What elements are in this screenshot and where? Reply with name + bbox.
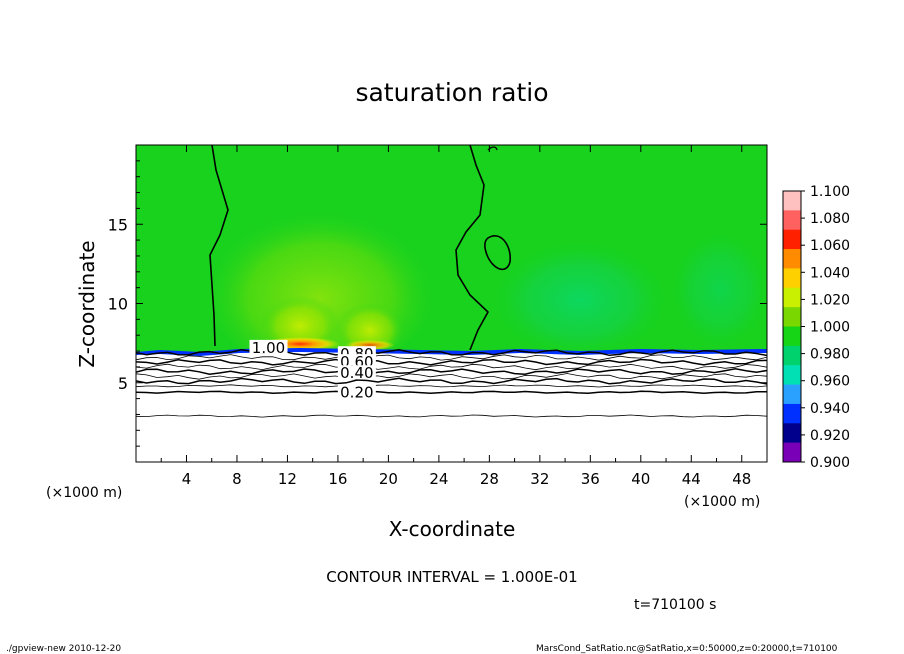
colorbar-swatch <box>783 384 801 405</box>
y-tick-label: 15 <box>108 215 128 234</box>
colorbar-label: 1.000 <box>810 320 850 336</box>
contour-line <box>136 354 767 361</box>
colorbar-swatch <box>783 249 801 269</box>
x-tick-label: 36 <box>581 470 600 488</box>
contour-line <box>136 373 767 380</box>
contour-1-00-left <box>209 145 229 347</box>
colorbar-swatch <box>783 442 801 463</box>
contour-label: 0.20 <box>340 383 373 401</box>
x-tick-label: 32 <box>530 470 549 488</box>
contour-label-bg <box>249 339 288 354</box>
x-tick-label: 48 <box>732 470 751 488</box>
chart-title: saturation ratio <box>355 78 548 107</box>
contour-line <box>136 390 767 395</box>
contour-labels: 1.000.800.600.400.20 <box>249 339 376 401</box>
x-tick-label: 12 <box>278 470 297 488</box>
colorbar-swatch <box>783 326 801 347</box>
contour-label: 0.40 <box>340 364 373 382</box>
contour-1-00-right <box>455 145 490 351</box>
colorbar-label: 1.020 <box>810 292 850 308</box>
y-axis-label: Z-coordinate <box>75 240 99 367</box>
x-tick-label: 24 <box>429 470 448 488</box>
colorbar-swatch <box>783 423 801 443</box>
colorbar-label: 0.940 <box>810 401 850 417</box>
x-tick-label: 4 <box>182 470 192 488</box>
colorbar-label: 1.040 <box>810 265 850 281</box>
contour-label-bg <box>337 384 376 399</box>
y-tick-label: 5 <box>118 374 128 393</box>
colorbar-label: 0.960 <box>810 374 850 390</box>
x-unit-left: (×1000 m) <box>46 485 122 501</box>
x-tick-label: 44 <box>682 470 701 488</box>
contour-label-bg <box>337 354 376 369</box>
contour-line <box>136 414 767 418</box>
y-tick-label: 10 <box>108 295 128 314</box>
contour-label-bg <box>337 365 376 380</box>
x-axis-ticks: 4 8 12 16 20 24 28 32 36 40 44 48 <box>160 145 751 488</box>
contour-lines <box>136 145 767 418</box>
x-tick-label: 20 <box>379 470 398 488</box>
colorbar-swatch <box>783 365 801 385</box>
colorbar-label: 0.900 <box>810 455 850 471</box>
heatmap-field <box>136 145 767 462</box>
colorbar-label: 0.920 <box>810 428 850 444</box>
colorbar-swatch <box>783 229 801 250</box>
colorbar-swatch <box>783 307 801 327</box>
contour-line <box>136 358 767 366</box>
contour-interval: CONTOUR INTERVAL = 1.000E-01 <box>326 568 577 586</box>
time-stamp: t=710100 s <box>634 597 716 613</box>
x-axis-label: X-coordinate <box>389 517 516 541</box>
colorbar-swatch <box>783 191 801 211</box>
contour-line <box>136 349 767 357</box>
colorbar-label: 1.080 <box>810 211 850 227</box>
y-axis-ticks: 5 10 15 <box>108 160 767 447</box>
colorbar-swatch <box>783 345 801 366</box>
contour-1-00-island <box>484 235 511 271</box>
contour-line <box>136 377 767 385</box>
colorbar-label: 1.100 <box>810 184 850 200</box>
colorbar-label: 0.980 <box>810 347 850 363</box>
x-tick-label: 40 <box>631 470 650 488</box>
contour-line <box>136 368 767 376</box>
contour-line <box>136 384 767 388</box>
colorbar-swatch <box>783 403 801 424</box>
colorbar-swatch <box>783 287 801 308</box>
x-tick-label: 8 <box>232 470 242 488</box>
footer-left-note: ./gpview-new 2010-12-20 <box>6 644 121 654</box>
footer-right-note: MarsCond_SatRatio.nc@SatRatio,x=0:50000,… <box>536 644 838 654</box>
x-tick-label: 28 <box>480 470 499 488</box>
colorbar-label: 1.060 <box>810 238 850 254</box>
x-unit-right: (×1000 m) <box>684 494 760 510</box>
colorbar-swatch <box>783 210 801 231</box>
contour-line <box>136 363 767 371</box>
x-tick-label: 16 <box>328 470 347 488</box>
colorbar-swatch <box>783 268 801 289</box>
contour-label: 1.00 <box>252 339 285 357</box>
colorbar: 1.100 1.080 1.060 1.040 1.020 1.000 0.980 0.960… <box>782 184 850 471</box>
